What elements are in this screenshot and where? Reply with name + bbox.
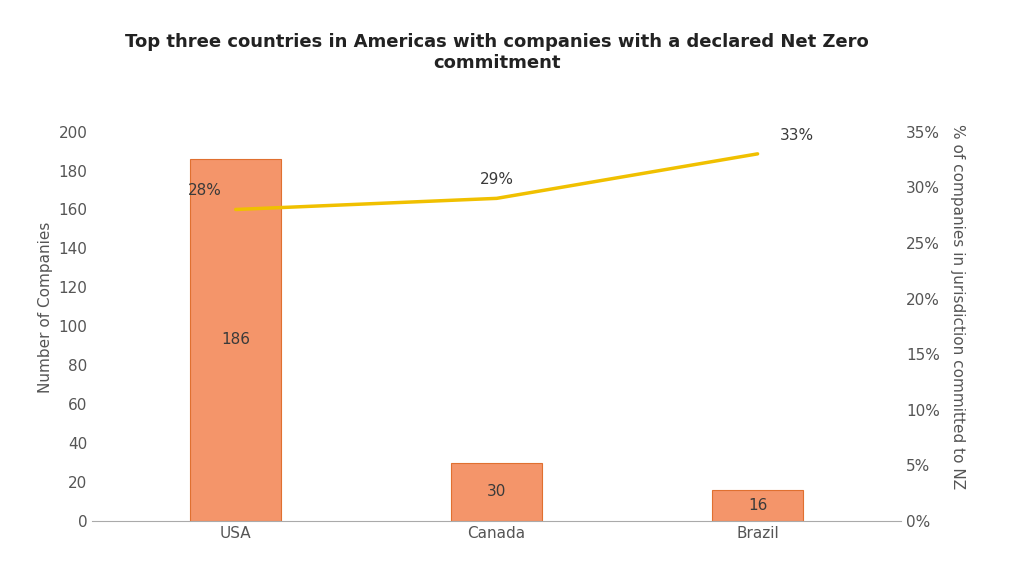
Title: Top three countries in Americas with companies with a declared Net Zero
commitme: Top three countries in Americas with com… (125, 33, 868, 72)
Y-axis label: % of companies in jurisdiction committed to NZ: % of companies in jurisdiction committed… (950, 124, 965, 489)
Text: 16: 16 (748, 498, 767, 513)
Bar (712, 490, 803, 521)
Text: 33%: 33% (779, 128, 814, 142)
Text: 28%: 28% (187, 184, 221, 199)
Text: 30: 30 (487, 485, 506, 499)
Text: 29%: 29% (479, 172, 514, 187)
Bar (190, 159, 282, 521)
Y-axis label: Number of Companies: Number of Companies (38, 221, 53, 393)
Bar (451, 463, 543, 521)
Text: 186: 186 (221, 332, 250, 347)
